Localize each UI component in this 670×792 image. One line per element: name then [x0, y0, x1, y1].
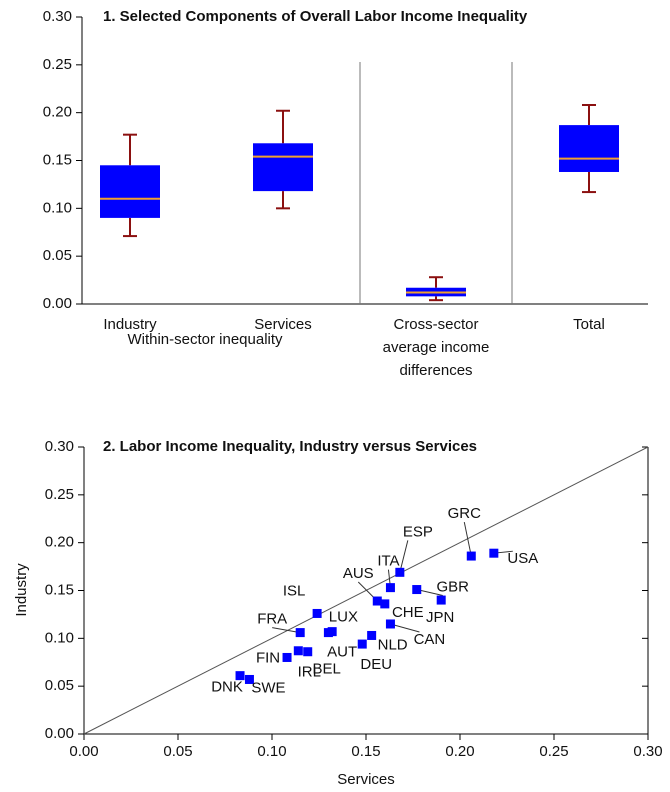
point [436, 595, 446, 605]
y-tick-label: 0.15 [45, 581, 74, 598]
point-label: LUX [329, 609, 358, 626]
x-tick-label: 0.30 [633, 743, 662, 760]
point-label: DNK [211, 679, 243, 696]
point [412, 585, 422, 595]
point-label: IRL [298, 664, 321, 681]
box [559, 125, 619, 172]
point [466, 551, 476, 561]
y-tick-label: 0.25 [43, 56, 72, 73]
point [312, 608, 322, 618]
point-label: FIN [256, 649, 280, 666]
point [293, 646, 303, 656]
box [253, 143, 313, 192]
y-tick-label: 0.00 [45, 725, 74, 742]
point-label: AUT [327, 644, 357, 661]
y-tick-label: 0.20 [43, 104, 72, 121]
y-axis-label: Industry [13, 563, 30, 617]
y-tick-label: 0.10 [45, 629, 74, 646]
y-tick-label: 0.05 [43, 247, 72, 264]
point-label: AUS [343, 565, 374, 582]
point [385, 583, 395, 593]
point [282, 652, 292, 662]
y-tick-label: 0.00 [43, 295, 72, 312]
y-tick-label: 0.20 [45, 534, 74, 551]
x-tick-label: 0.20 [445, 743, 474, 760]
point [385, 619, 395, 629]
diagonal-line [83, 446, 649, 735]
point-label: SWE [251, 679, 285, 696]
leader-line [272, 627, 301, 634]
leader-line [463, 521, 472, 557]
y-tick-label: 0.10 [43, 199, 72, 216]
chart-title: 1. Selected Components of Overall Labor … [103, 8, 528, 25]
point [327, 627, 337, 637]
group-label: Within-sector inequality [127, 331, 283, 348]
x-tick-label: 0.00 [69, 743, 98, 760]
point [380, 599, 390, 609]
point-label: NLD [378, 636, 408, 653]
point [372, 596, 382, 606]
y-tick-label: 0.25 [45, 486, 74, 503]
x-tick-label: Cross-sector average income differences [382, 316, 490, 379]
y-tick-label: 0.30 [43, 8, 72, 25]
point [303, 647, 313, 657]
point [395, 567, 405, 577]
x-tick-label: Services [254, 316, 312, 333]
leader-line [399, 540, 409, 573]
point-label: ITA [377, 553, 399, 570]
point-label: GBR [437, 579, 470, 596]
point-label: JPN [426, 609, 454, 626]
point-label: DEU [360, 656, 392, 673]
chart-title: 2. Labor Income Inequality, Industry ver… [103, 438, 477, 455]
point-label: BEL [313, 661, 341, 678]
point [244, 674, 254, 684]
x-tick-label: Industry [103, 316, 157, 333]
point-label: FRA [257, 611, 287, 628]
point-label: ESP [403, 523, 433, 540]
point-label: GRC [448, 505, 482, 522]
point-label: CHE [392, 604, 424, 621]
leader-line [390, 623, 420, 633]
x-tick-label: Total [573, 316, 605, 333]
point-label: USA [507, 550, 538, 567]
x-tick-label: 0.15 [351, 743, 380, 760]
y-tick-label: 0.15 [43, 151, 72, 168]
point [367, 630, 377, 640]
point [357, 639, 367, 649]
box [100, 165, 160, 218]
y-tick-label: 0.05 [45, 677, 74, 694]
point [295, 628, 305, 638]
point [489, 548, 499, 558]
x-tick-label: 0.05 [163, 743, 192, 760]
x-tick-label: 0.10 [257, 743, 286, 760]
point [235, 671, 245, 681]
point-label: CAN [414, 631, 446, 648]
x-axis-label: Services [337, 771, 395, 788]
y-tick-label: 0.30 [45, 438, 74, 455]
x-tick-label: 0.25 [539, 743, 568, 760]
point-label: ISL [283, 582, 306, 599]
